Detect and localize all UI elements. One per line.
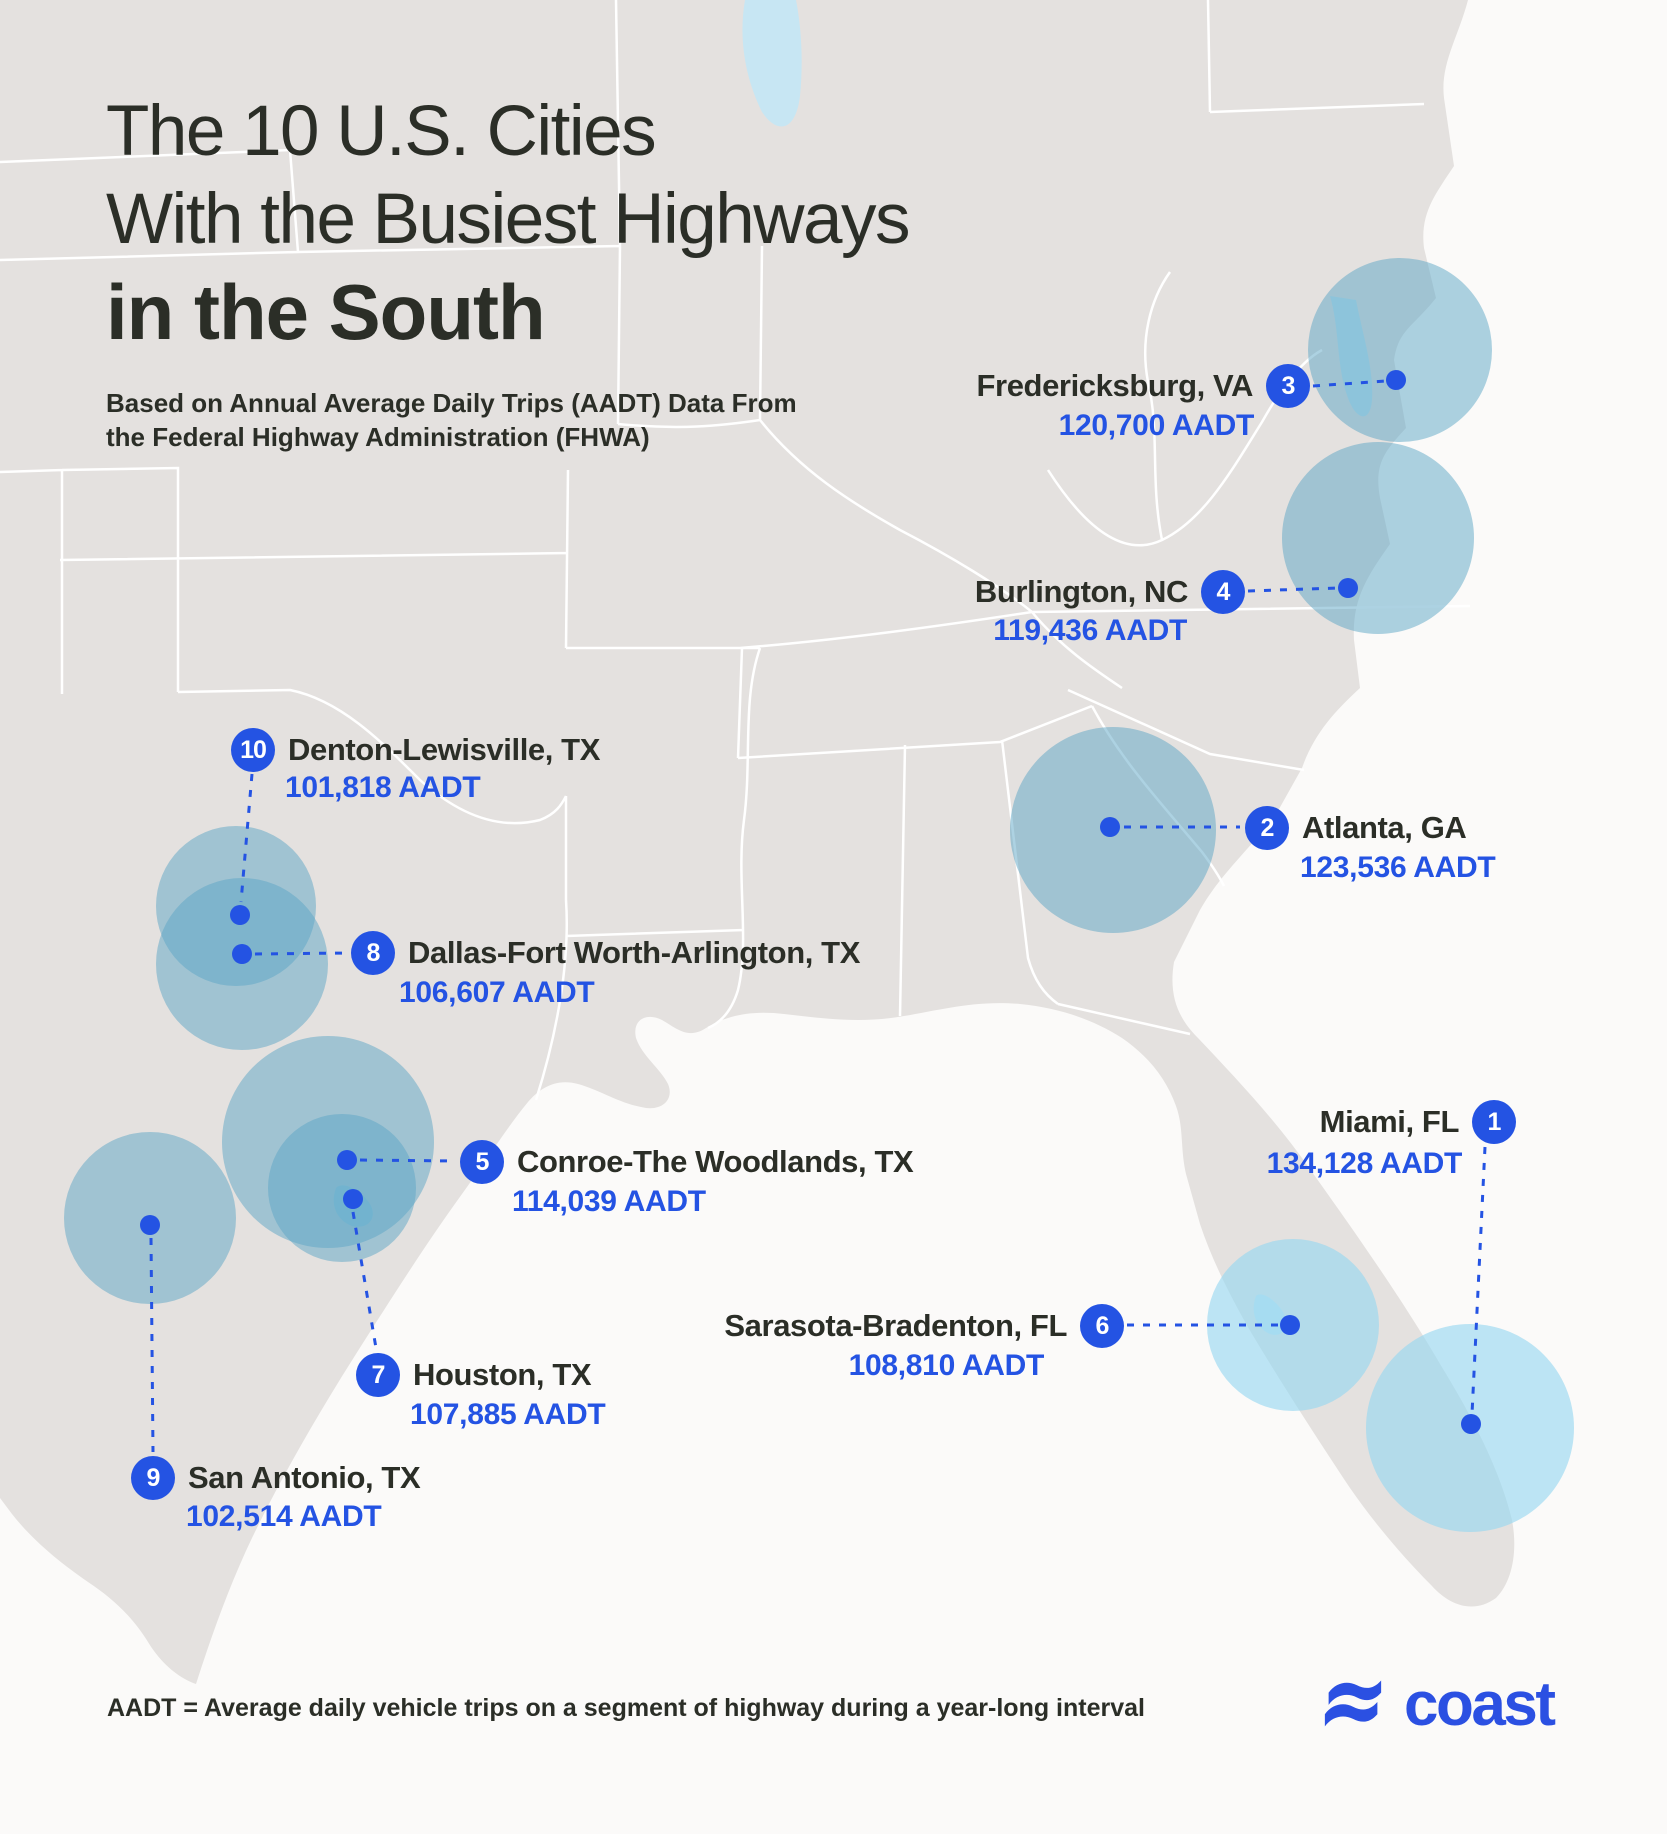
dot-burlington [1338, 578, 1358, 598]
city-value: 107,885 AADT [410, 1398, 606, 1431]
city-label-houston: 7 Houston, TX [356, 1353, 592, 1397]
rank-badge: 8 [351, 931, 395, 975]
city-name: Houston, TX [413, 1357, 592, 1392]
city-value: 108,810 AADT [848, 1349, 1045, 1382]
city-name: Atlanta, GA [1302, 810, 1467, 845]
rank-badge: 1 [1472, 1100, 1516, 1144]
city-value: 101,818 AADT [285, 771, 481, 804]
lake-michigan [742, 0, 802, 127]
page-title-line-2: With the Busiest Highways [106, 180, 911, 259]
rank-badge: 3 [1266, 364, 1310, 408]
aadt-definition-note: AADT = Average daily vehicle trips on a … [107, 1694, 1145, 1722]
page-title-line-1: The 10 U.S. Cities [106, 92, 657, 171]
connector-fredericksburg [1312, 379, 1387, 388]
connector-miami [1470, 1146, 1487, 1415]
city-label-conroe: 5 Conroe-The Woodlands, TX [460, 1140, 914, 1184]
city-label-sarasota: Sarasota-Bradenton, FL 6 [724, 1304, 1124, 1348]
dot-atlanta [1100, 817, 1120, 837]
city-label-san-antonio: 9 San Antonio, TX [131, 1456, 421, 1500]
city-value: 120,700 AADT [1058, 409, 1255, 442]
coast-wordmark: coast [1404, 1669, 1556, 1739]
dot-miami [1461, 1414, 1481, 1434]
city-name: Burlington, NC [974, 574, 1188, 609]
city-label-burlington: Burlington, NC 4 [975, 570, 1245, 614]
rank-badge: 5 [460, 1140, 504, 1184]
state-borders [0, 0, 1470, 1100]
page-title-line-3: in the South [106, 268, 546, 356]
city-value: 114,039 AADT [512, 1185, 706, 1218]
city-name: Fredericksburg, VA [976, 368, 1254, 403]
rank-badge: 6 [1080, 1304, 1124, 1348]
connectors [149, 379, 1487, 1453]
location-dots [140, 370, 1481, 1434]
dot-dfw [232, 944, 252, 964]
city-name: Conroe-The Woodlands, TX [517, 1144, 914, 1179]
city-value: 119,436 AADT [993, 614, 1187, 647]
bubble-houston [268, 1114, 416, 1262]
aadt-bubbles [64, 258, 1574, 1532]
dot-conroe [337, 1150, 357, 1170]
dot-sanantonio [140, 1215, 160, 1235]
dot-sarasota [1280, 1315, 1300, 1335]
connector-denton [239, 773, 254, 903]
rank-badge: 10 [231, 728, 275, 772]
subtitle-line-1: Based on Annual Average Daily Trips (AAD… [106, 388, 797, 418]
connector-sanantonio [149, 1237, 155, 1453]
dot-houston [343, 1189, 363, 1209]
connector-houston [351, 1211, 378, 1349]
subtitle-line-2: the Federal Highway Administration (FHWA… [106, 422, 650, 452]
rank-badge: 9 [131, 1456, 175, 1500]
rank-badge: 7 [356, 1353, 400, 1397]
city-name: Sarasota-Bradenton, FL [724, 1308, 1067, 1343]
city-value: 134,128 AADT [1266, 1147, 1463, 1180]
city-label-miami: Miami, FL 1 [1320, 1100, 1516, 1144]
bubble-fredericksburg [1308, 258, 1492, 442]
city-label-dallas-fort-worth: 8 Dallas-Fort Worth-Arlington, TX [351, 931, 860, 975]
city-label-atlanta: 2 Atlanta, GA [1245, 806, 1467, 850]
dot-fredericksburg [1386, 370, 1406, 390]
coast-waves-icon [1318, 1672, 1388, 1737]
city-name: Denton-Lewisville, TX [288, 732, 600, 767]
rank-badge: 2 [1245, 806, 1289, 850]
city-value: 102,514 AADT [186, 1500, 382, 1533]
header: The 10 U.S. Cities With the Busiest High… [106, 88, 911, 454]
city-name: San Antonio, TX [188, 1460, 421, 1495]
city-name: Miami, FL [1319, 1104, 1460, 1139]
landmass [0, 0, 1515, 1684]
dot-denton [230, 905, 250, 925]
rank-badge: 4 [1201, 570, 1245, 614]
city-value: 123,536 AADT [1300, 851, 1496, 884]
city-value: 106,607 AADT [399, 976, 595, 1009]
bubble-burlington [1282, 442, 1474, 634]
coast-logo: coast [1318, 1669, 1556, 1739]
city-label-fredericksburg: Fredericksburg, VA 3 [977, 364, 1310, 408]
subtitle: Based on Annual Average Daily Trips (AAD… [106, 386, 909, 454]
city-name: Dallas-Fort Worth-Arlington, TX [408, 935, 860, 970]
city-label-denton: 10 Denton-Lewisville, TX [231, 728, 600, 772]
